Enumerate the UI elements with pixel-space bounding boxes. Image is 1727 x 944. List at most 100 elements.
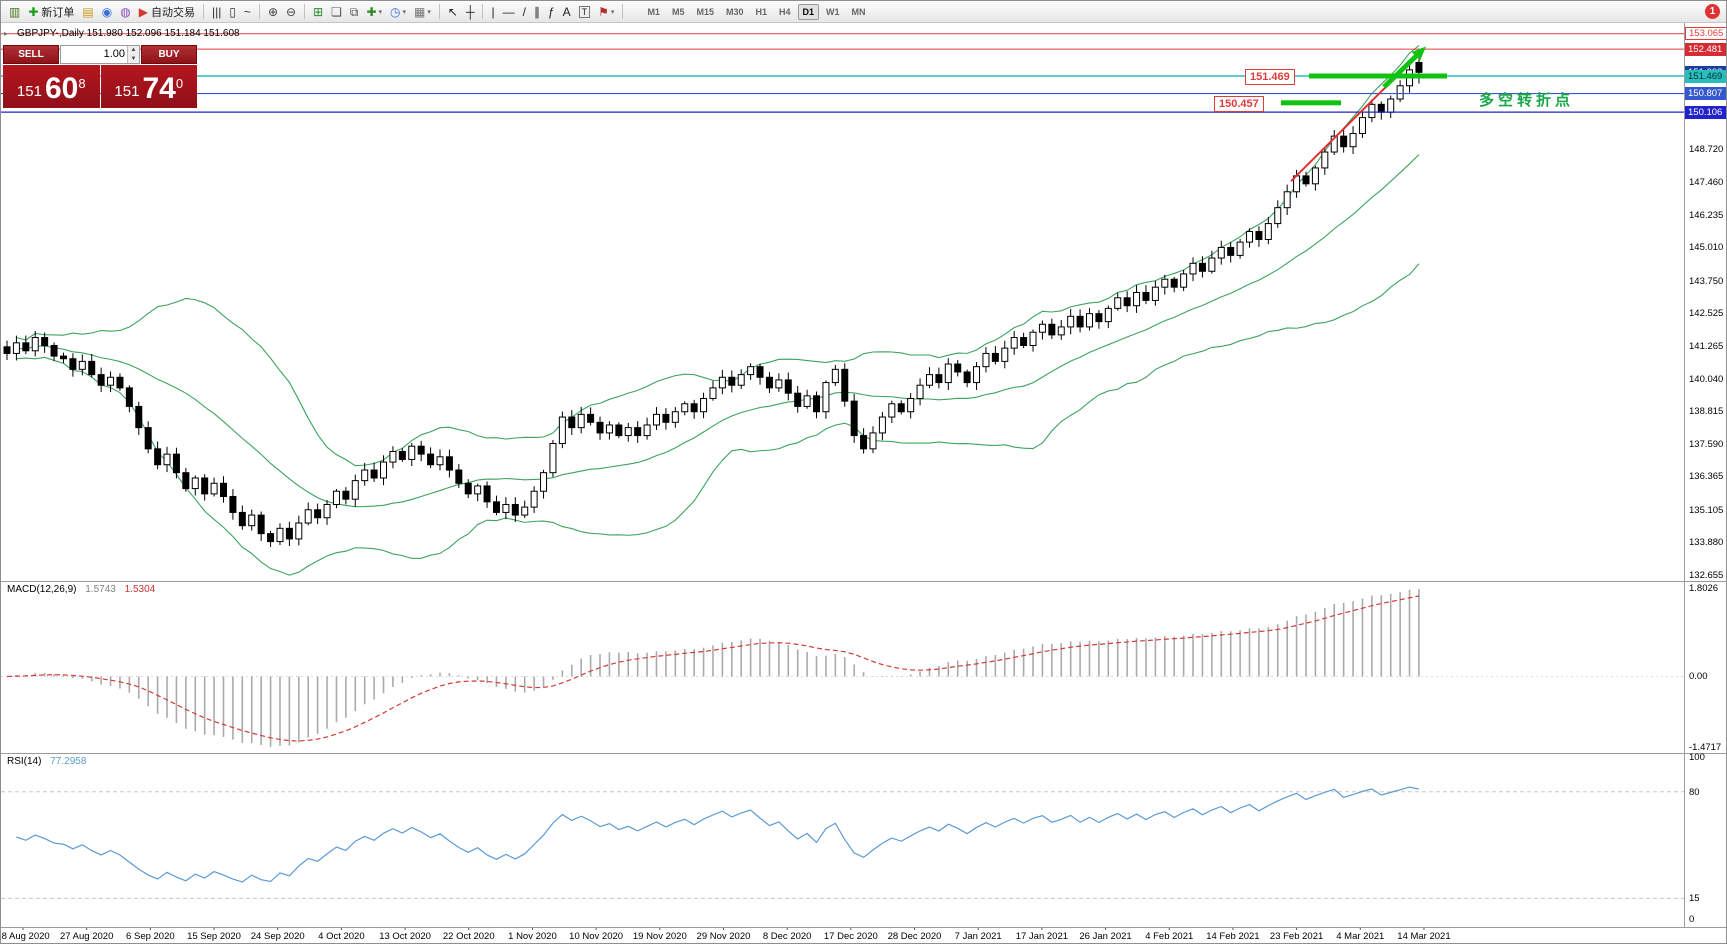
zoom-out-icon[interactable]: ⊖ [283,3,299,21]
rsi-label: RSI(14) 77.2958 [7,756,86,767]
text-label-icon[interactable]: T [576,3,594,21]
tile-windows-icon[interactable]: ⊞ [310,3,326,21]
macd-layer [1,589,1684,747]
timeframe-h1[interactable]: H1 [755,6,768,17]
price-callout[interactable]: 151.469 [1245,69,1295,85]
price-scale-tick: 136.365 [1689,471,1724,483]
arrow-objects-icon-glyph: ⚑ [598,4,609,19]
price-scale-tick: 142.525 [1689,308,1724,320]
time-axis[interactable]: 18 Aug 2020 27 Aug 2020 6 Sep 2020 15 Sep 2… [1,927,1684,943]
bar-chart-type-icon-glyph: ||| [211,4,222,19]
price-callout[interactable]: 150.457 [1214,95,1264,112]
volume-input[interactable]: 1.00 ▲ ▼ [60,45,140,64]
channel-icon[interactable]: ∥ [531,3,543,21]
bar-chart-type-icon[interactable]: ||| [209,3,224,21]
new-chart-icon-glyph: ✚ [366,4,377,19]
date-tick: 6 Sep 2020 [126,931,175,942]
date-tick: 22 Oct 2020 [442,931,495,942]
price-lines-layer[interactable] [1,33,1684,113]
price-scale-tick: 141.265 [1689,341,1724,353]
trendline-icon[interactable]: / [520,3,529,21]
toolbar-separator [622,4,624,19]
chart-header: GBPJPY-,Daily 151.980 152.096 151.184 15… [17,28,240,39]
notification-badge[interactable]: 1 [1705,4,1720,19]
bull-bear-turning-point-label[interactable]: 多空转折点 [1479,92,1575,109]
timeframe-h4[interactable]: H4 [779,6,791,17]
volume-value: 1.00 [103,48,125,60]
macd-scale-min: -1.4717 [1689,742,1722,753]
rsi-name: RSI(14) [7,756,42,767]
cascade-windows-icon[interactable]: ❏ [328,3,345,21]
profiles-icon[interactable]: ◉ [99,3,115,21]
spin-up-icon[interactable]: ▲ [128,46,139,55]
price-axis[interactable]: 1.8026 0.00 -1.4717 153.065152.481151.60… [1685,1,1726,943]
timeframe-m15[interactable]: M15 [696,6,714,17]
date-tick: 4 Mar 2021 [1336,931,1385,942]
timeframe-m1[interactable]: M1 [647,6,660,17]
date-tick: 1 Nov 2020 [508,931,557,942]
volume-spinner[interactable]: ▲ ▼ [127,46,139,63]
price-scale-tick: 148.720 [1689,143,1724,155]
date-tick: 14 Feb 2021 [1206,931,1260,942]
macd-label: MACD(12,26,9) 1.5743 1.5304 [7,584,155,595]
one-click-collapse-icon[interactable]: ▸ [4,29,9,38]
crosshair-icon-glyph: ┼ [465,4,475,19]
spin-down-icon[interactable]: ▼ [128,54,139,63]
vertical-line-icon[interactable]: | [488,3,497,21]
new-order-button[interactable]: ✚ 新订单 [25,3,77,21]
autotrading-button-label: 自动交易 [150,6,195,19]
buy-price-display[interactable]: 151 74 0 [100,65,197,108]
date-tick: 13 Oct 2020 [379,931,431,942]
drawing-objects-layer[interactable] [1281,46,1447,182]
timeframe-mn[interactable]: MN [851,6,866,17]
timeframe-m5[interactable]: M5 [671,6,685,17]
price-scale-tick: 147.460 [1689,177,1724,189]
cursor-icon[interactable]: ↖ [445,3,461,21]
timeframe-m30[interactable]: M30 [725,6,744,17]
tile-windows-icon-glyph: ⊞ [313,4,324,19]
price-scale-tick: 133.880 [1689,537,1724,549]
horizontal-line-icon[interactable]: — [500,3,518,21]
date-tick: 23 Feb 2021 [1269,931,1324,942]
date-tick: 17 Dec 2020 [823,931,878,942]
templates-icon-dropdown-icon[interactable]: ▾ [427,8,431,16]
timeframe-w1[interactable]: W1 [826,6,840,17]
buy-button[interactable]: BUY [141,45,197,64]
chart-profile-icon[interactable]: ▤ [79,3,96,21]
new-chart-icon[interactable]: ✚ ▾ [363,3,385,21]
toolbar-separator [438,4,440,19]
price-level-box: 150.106 [1685,105,1726,119]
period-clock-icon-dropdown-icon[interactable]: ▾ [402,8,407,16]
period-clock-icon[interactable]: ◷ ▾ [387,3,409,21]
price-level-box: 152.481 [1685,42,1726,56]
text-icon[interactable]: A [560,3,574,21]
timeframe-bar: M1 M5 M15 M30 H1 H4 D1 W1 MN [641,3,871,20]
one-click-trading-panel: SELL 1.00 ▲ ▼ BUY 151 60 8 151 74 0 [3,45,197,108]
arrange-windows-icon-glyph: ⧉ [349,4,359,19]
toolbar-separator [304,4,306,19]
arrow-objects-icon-dropdown-icon[interactable]: ▾ [610,8,615,16]
date-tick: 18 Aug 2020 [1,931,50,942]
fibonacci-icon[interactable]: ƒ [545,3,558,21]
autotrading-button[interactable]: ▶ 自动交易 [136,3,198,21]
zoom-in-icon[interactable]: ⊕ [265,3,281,21]
timeframe-d1[interactable]: D1 [797,3,820,20]
templates-icon-glyph: ▦ [414,4,426,19]
rsi-scale-tick: 100 [1689,752,1705,763]
indicator-list-icon[interactable]: ◍ [117,3,133,21]
candlestick-chart-type-icon[interactable]: ▯ [226,3,239,21]
new-chart-icon-dropdown-icon[interactable]: ▾ [378,8,383,16]
sell-price-display[interactable]: 151 60 8 [3,65,100,108]
date-tick: 4 Feb 2021 [1145,931,1194,942]
crosshair-icon[interactable]: ┼ [463,3,478,21]
arrange-windows-icon[interactable]: ⧉ [347,3,362,21]
chart-window-icon[interactable]: ▥ [6,3,23,21]
arrow-objects-icon[interactable]: ⚑ ▾ [595,3,617,21]
line-chart-type-icon[interactable]: ~ [241,3,254,21]
templates-icon[interactable]: ▦ ▾ [411,3,434,21]
macd-scale-zero: 0.00 [1689,671,1708,683]
sell-button[interactable]: SELL [3,45,59,64]
date-tick: 24 Sep 2020 [250,931,305,942]
rsi-scale-tick: 0 [1689,914,1695,925]
